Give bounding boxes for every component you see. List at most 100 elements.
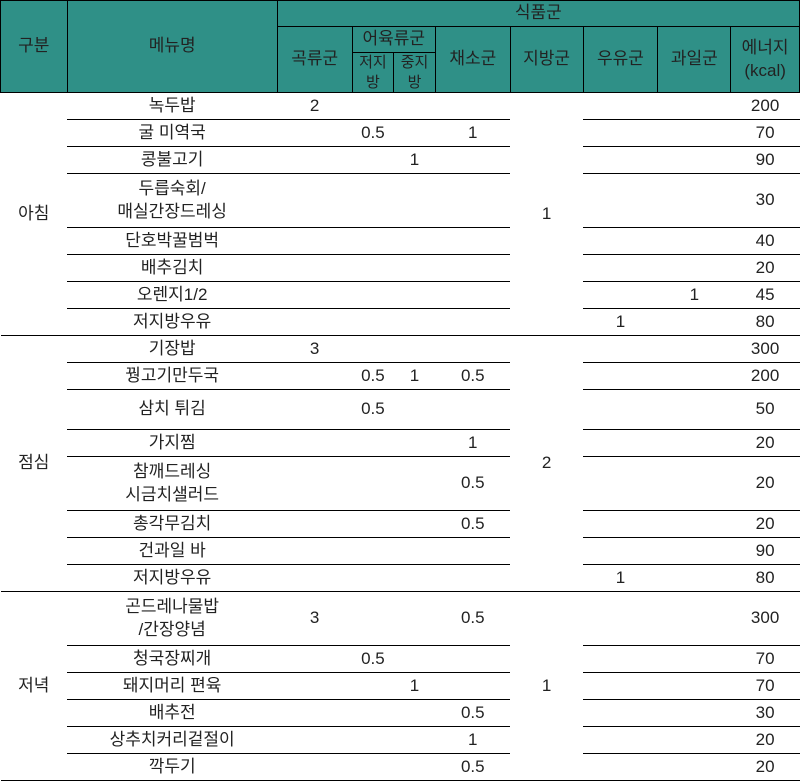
table-row: 아침 녹두밥 2 1 200 [1, 93, 800, 120]
hdr-gubun: 구분 [1, 1, 68, 93]
cell: 0.5 [435, 457, 510, 511]
cell [658, 336, 731, 363]
menu-cell: 단호박꿀범벅 [67, 228, 277, 255]
cell [435, 390, 510, 430]
menu-cell: 굴 미역국 [67, 120, 277, 147]
cell [435, 673, 510, 700]
cell: 50 [731, 390, 800, 430]
cell: 0.5 [352, 646, 394, 673]
cell [352, 336, 394, 363]
menu-cell: 건과일 바 [67, 538, 277, 565]
hdr-energy: 에너지 (kcal) [731, 27, 800, 93]
cell [583, 700, 658, 727]
table-row: 깍두기 0.5 20 [1, 754, 800, 781]
cell: 70 [731, 673, 800, 700]
cell: 40 [731, 228, 800, 255]
hdr-fishmeat: 어육류군 [352, 27, 435, 53]
cell [277, 309, 352, 336]
menu-cell: 녹두밥 [67, 93, 277, 120]
cell [277, 457, 352, 511]
cell: 1 [394, 673, 436, 700]
cell [583, 727, 658, 754]
cell [435, 282, 510, 309]
cell [583, 430, 658, 457]
cell [352, 93, 394, 120]
cell [277, 282, 352, 309]
menu-cell: 삼치 튀김 [67, 390, 277, 430]
cell: 1 [435, 120, 510, 147]
menu-cell: 총각무김치 [67, 511, 277, 538]
cell: 1 [394, 363, 436, 390]
cell [394, 255, 436, 282]
cell [583, 147, 658, 174]
cell [658, 700, 731, 727]
cell: 3 [277, 336, 352, 363]
cell [583, 363, 658, 390]
table-row: 청국장찌개 0.5 70 [1, 646, 800, 673]
cell [435, 93, 510, 120]
cell [277, 363, 352, 390]
cell [277, 646, 352, 673]
cell [352, 592, 394, 646]
cell: 1 [583, 565, 658, 592]
table-row: 단호박꿀범벅 40 [1, 228, 800, 255]
hdr-grain: 곡류군 [277, 27, 352, 93]
menu-cell: 저지방우유 [67, 309, 277, 336]
table-row: 점심 기장밥 3 2 300 [1, 336, 800, 363]
cell [352, 255, 394, 282]
cell [583, 228, 658, 255]
cell [394, 309, 436, 336]
cell: 20 [731, 754, 800, 781]
cell [277, 120, 352, 147]
cell [277, 700, 352, 727]
cell [394, 592, 436, 646]
table-row: 가지찜 1 20 [1, 430, 800, 457]
hdr-fish-med: 중지 방 [394, 53, 436, 93]
cell [277, 511, 352, 538]
cell [658, 120, 731, 147]
menu-cell: 청국장찌개 [67, 646, 277, 673]
cell [583, 174, 658, 228]
cell [352, 228, 394, 255]
cell: 200 [731, 93, 800, 120]
cell [658, 673, 731, 700]
cell: 200 [731, 363, 800, 390]
cell [277, 147, 352, 174]
cell [394, 511, 436, 538]
cell [583, 511, 658, 538]
cell: 70 [731, 646, 800, 673]
cell [658, 363, 731, 390]
hdr-fat: 지방군 [510, 27, 583, 93]
cell [435, 174, 510, 228]
cell [394, 538, 436, 565]
cell: 0.5 [435, 700, 510, 727]
cell: 20 [731, 457, 800, 511]
cell: 2 [277, 93, 352, 120]
cell [658, 93, 731, 120]
cell [394, 646, 436, 673]
cell [352, 565, 394, 592]
menu-cell: 곤드레나물밥 /간장양념 [67, 592, 277, 646]
cell [435, 336, 510, 363]
cell: 1 [658, 282, 731, 309]
cell [658, 309, 731, 336]
cell [583, 255, 658, 282]
cell [352, 282, 394, 309]
table-row: 저지방우유 1 80 [1, 309, 800, 336]
hdr-foodgroup: 식품군 [277, 1, 799, 27]
cell [583, 93, 658, 120]
table-row: 저지방우유 1 80 [1, 565, 800, 592]
table-row: 참깨드레싱 시금치샐러드 0.5 20 [1, 457, 800, 511]
cell [658, 511, 731, 538]
cell [352, 673, 394, 700]
cell [435, 228, 510, 255]
cell [658, 255, 731, 282]
menu-cell: 두릅숙회/ 매실간장드레싱 [67, 174, 277, 228]
meal-lunch: 점심 [1, 336, 68, 592]
cell [435, 565, 510, 592]
menu-cell: 저지방우유 [67, 565, 277, 592]
cell [583, 646, 658, 673]
cell [394, 727, 436, 754]
hdr-milk: 우유군 [583, 27, 658, 93]
cell: 70 [731, 120, 800, 147]
